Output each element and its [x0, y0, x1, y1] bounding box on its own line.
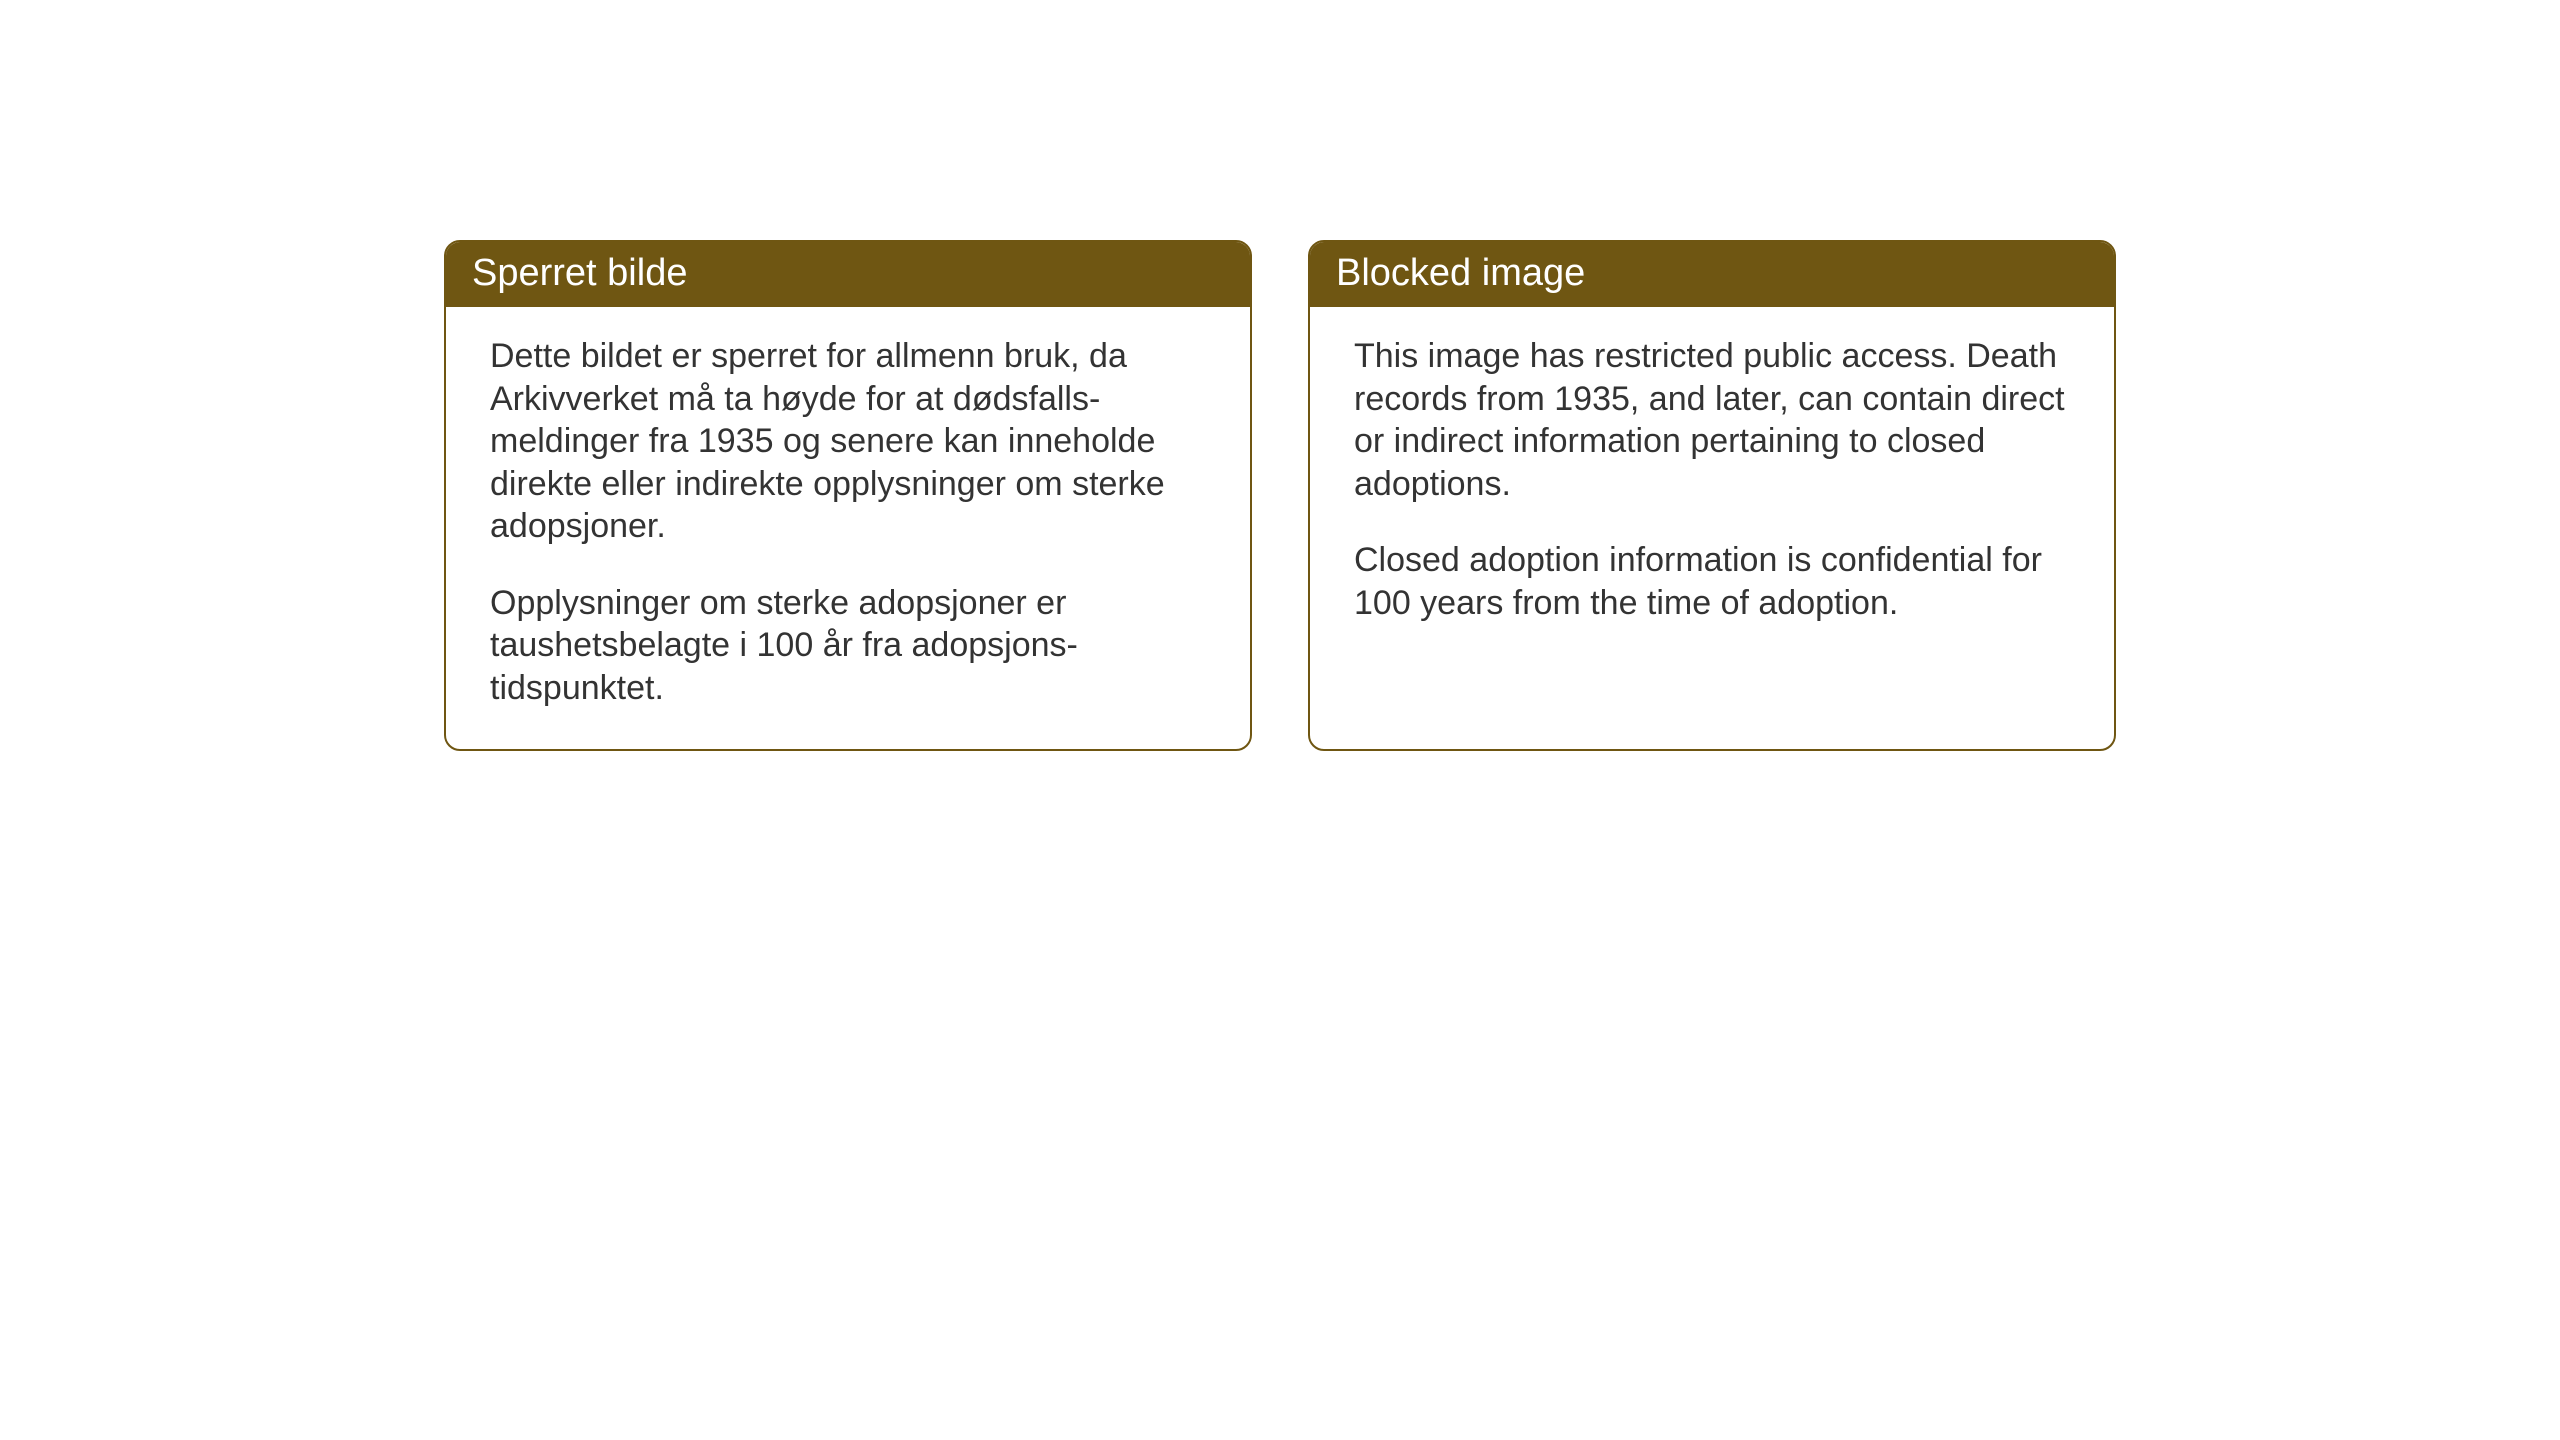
notice-card-norwegian: Sperret bilde Dette bildet er sperret fo… — [444, 240, 1252, 751]
card-body: Dette bildet er sperret for allmenn bruk… — [446, 307, 1250, 749]
notice-paragraph: Closed adoption information is confident… — [1354, 539, 2070, 624]
notice-paragraph: This image has restricted public access.… — [1354, 335, 2070, 505]
card-title: Blocked image — [1336, 252, 1585, 294]
notice-card-english: Blocked image This image has restricted … — [1308, 240, 2116, 751]
notice-container: Sperret bilde Dette bildet er sperret fo… — [444, 240, 2116, 751]
notice-paragraph: Opplysninger om sterke adopsjoner er tau… — [490, 582, 1206, 710]
card-body: This image has restricted public access.… — [1310, 307, 2114, 664]
card-header: Blocked image — [1310, 242, 2114, 307]
card-header: Sperret bilde — [446, 242, 1250, 307]
notice-paragraph: Dette bildet er sperret for allmenn bruk… — [490, 335, 1206, 548]
card-title: Sperret bilde — [472, 252, 687, 294]
